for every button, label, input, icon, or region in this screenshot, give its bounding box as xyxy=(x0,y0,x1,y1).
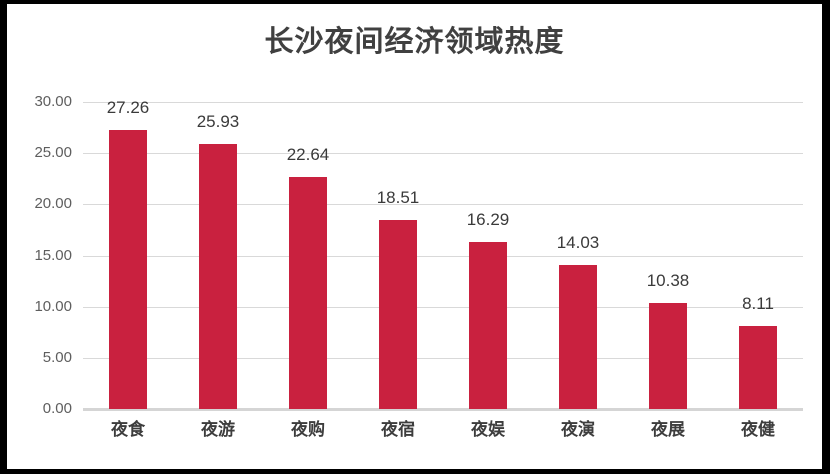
bar xyxy=(559,265,597,409)
bar-value-label: 22.64 xyxy=(286,145,330,165)
x-category-label: 夜食 xyxy=(111,420,145,439)
bar xyxy=(469,242,507,409)
bar-value-label: 14.03 xyxy=(556,233,600,253)
bar-value-label: 16.29 xyxy=(466,210,510,230)
y-tick-label: 15.00 xyxy=(34,246,72,264)
bar xyxy=(199,143,237,409)
y-tick-label: 10.00 xyxy=(34,297,72,315)
x-category-label: 夜宿 xyxy=(381,420,415,439)
x-category-label: 夜演 xyxy=(561,420,595,439)
bar-value-label: 25.93 xyxy=(196,111,240,131)
y-tick-label: 5.00 xyxy=(42,348,72,366)
x-category-label: 夜娱 xyxy=(471,420,505,439)
bar xyxy=(649,302,687,409)
y-tick-label: 20.00 xyxy=(34,195,72,213)
gridline xyxy=(83,153,803,155)
x-category-label: 夜游 xyxy=(201,420,235,439)
gridline xyxy=(83,357,803,359)
gridline xyxy=(83,306,803,308)
x-category-label: 夜健 xyxy=(741,420,775,439)
bar xyxy=(289,177,327,409)
y-tick-label: 30.00 xyxy=(34,93,72,110)
bar xyxy=(109,130,147,409)
y-tick-label: 25.00 xyxy=(34,144,72,162)
bar-value-label: 8.11 xyxy=(742,294,774,313)
gridline xyxy=(83,204,803,206)
gridline xyxy=(83,255,803,257)
bar-value-label: 18.51 xyxy=(376,187,420,207)
bar-value-label: 10.38 xyxy=(646,270,690,290)
chart-title: 长沙夜间经济领域热度 xyxy=(264,26,565,58)
x-category-label: 夜展 xyxy=(651,420,685,439)
gridline xyxy=(83,102,803,103)
y-tick-label: 0.00 xyxy=(42,400,72,417)
x-axis-line xyxy=(83,408,803,411)
bar-chart: 长沙夜间经济领域热度 30.00 25.00 20.00 15.00 10.00 5.00… xyxy=(7,4,822,469)
bar-value-label: 27.26 xyxy=(106,98,150,118)
x-category-label: 夜购 xyxy=(291,420,325,439)
bar xyxy=(739,326,777,409)
bar xyxy=(379,219,417,409)
